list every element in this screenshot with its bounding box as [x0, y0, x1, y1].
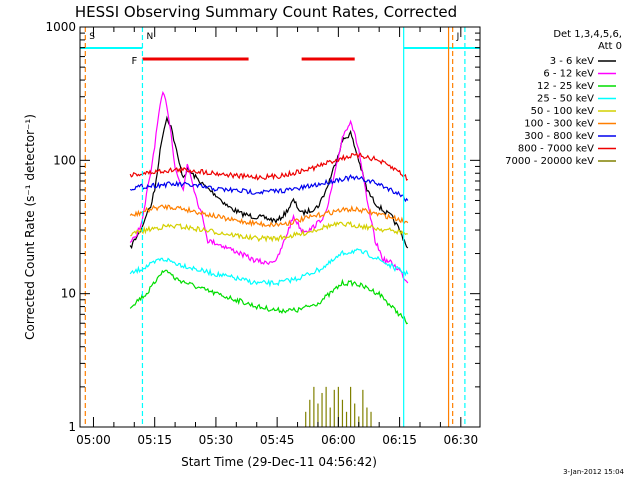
marker-label: S — [89, 32, 95, 42]
legend-label: 12 - 25 keV — [537, 81, 594, 92]
plot-region: F S N J — [80, 27, 480, 427]
y-axis-label: Corrected Count Rate (s⁻¹ detector⁻¹) — [23, 114, 37, 340]
series-line — [129, 174, 409, 203]
date-stamp: 3-Jan-2012 15:04 — [563, 468, 624, 476]
series-line — [129, 152, 409, 181]
x-axis-label: Start Time (29-Dec-11 04:56:42) — [181, 455, 377, 469]
chart-title: HESSI Observing Summary Count Rates, Cor… — [75, 3, 457, 21]
legend-label: 800 - 7000 keV — [518, 144, 594, 155]
y-tick-label: 100 — [53, 153, 76, 167]
x-axis: 05:00 05:15 05:30 05:45 06:00 06:15 06:30 — [76, 27, 478, 447]
legend-label: 25 - 50 keV — [537, 94, 594, 105]
legend: Det 1,3,4,5,6,Att 0 3 - 6 keV 6 - 12 keV12… — [505, 29, 622, 167]
legend-label: 300 - 800 keV — [524, 131, 594, 142]
x-tick-label: 05:15 — [137, 433, 172, 447]
series-line — [129, 269, 408, 325]
flag-bar-label: F — [131, 56, 137, 67]
marker-label: N — [146, 32, 153, 42]
legend-label: 6 - 12 keV — [543, 69, 594, 80]
x-tick-label: 05:45 — [260, 433, 295, 447]
series-line — [129, 204, 409, 228]
y-tick-label: 1000 — [45, 20, 76, 34]
plot-frame — [79, 26, 481, 428]
y-axis: 1 10 100 1000 — [45, 20, 480, 434]
legend-label: 100 - 300 keV — [524, 119, 594, 130]
y-tick-label: 10 — [61, 287, 76, 301]
series-line — [129, 248, 409, 288]
legend-label: 50 - 100 keV — [531, 106, 595, 117]
x-tick-label: 06:30 — [444, 433, 479, 447]
x-tick-label: 06:15 — [382, 433, 417, 447]
x-tick-label: 06:00 — [321, 433, 356, 447]
legend-label: 7000 - 20000 keV — [505, 156, 594, 167]
marker-label: J — [456, 32, 460, 42]
x-tick-label: 05:00 — [76, 433, 111, 447]
series-line — [130, 220, 408, 243]
y-tick-label: 1 — [68, 420, 76, 434]
legend-label: 3 - 6 keV — [550, 56, 594, 67]
legend-header: Att 0 — [598, 41, 622, 52]
legend-header: Det 1,3,4,5,6, — [553, 29, 622, 40]
x-tick-label: 05:30 — [199, 433, 234, 447]
